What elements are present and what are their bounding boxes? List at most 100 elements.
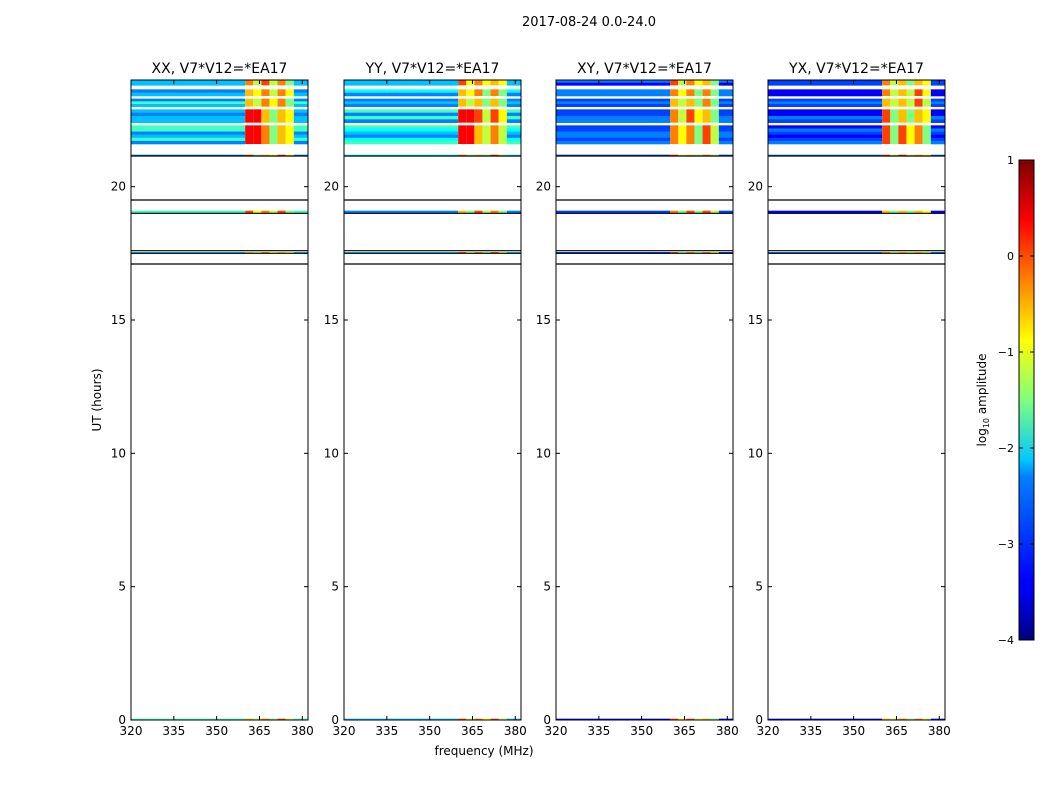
heatmap-cell <box>768 134 883 139</box>
heatmap-cell <box>458 98 467 107</box>
heatmap-cell <box>293 80 308 83</box>
heatmap-cell <box>269 109 278 123</box>
heatmap-cell <box>556 98 671 102</box>
heatmap-cell <box>285 89 294 96</box>
figure-title: 2017-08-24 0.0-24.0 <box>522 15 656 30</box>
data-strip <box>556 80 733 86</box>
heatmap-cell <box>344 210 459 214</box>
heatmap-cell <box>898 109 907 123</box>
y-tick-label: 15 <box>324 313 339 327</box>
heatmap-cell <box>556 119 671 123</box>
data-strip <box>131 210 308 214</box>
heatmap-cell <box>344 101 459 105</box>
heatmap-cell <box>293 92 308 97</box>
y-tick-label: 10 <box>324 446 339 460</box>
heatmap-cell <box>261 80 270 86</box>
heatmap-cell <box>882 80 891 86</box>
data-strip <box>131 109 308 123</box>
heatmap-cell <box>344 89 459 93</box>
heatmap-cell <box>344 131 459 135</box>
heatmap-cell <box>261 109 270 123</box>
heatmap-cell <box>686 210 695 214</box>
x-tick-label: 365 <box>461 724 484 738</box>
heatmap-cell <box>285 98 294 107</box>
heatmap-cell <box>269 98 278 107</box>
heatmap-cell <box>261 125 270 144</box>
heatmap-cell <box>718 92 733 97</box>
heatmap-cell <box>458 89 467 96</box>
heatmap-cell <box>458 210 467 214</box>
heatmap-cell <box>898 89 907 96</box>
heatmap-cell <box>678 98 687 107</box>
heatmap-cell <box>768 112 883 117</box>
heatmap-cell <box>890 125 899 144</box>
heatmap-cell <box>922 718 931 721</box>
heatmap-cell <box>768 92 883 97</box>
heatmap-cell <box>131 140 246 145</box>
heatmap-cell <box>718 104 733 107</box>
heatmap-cell <box>506 89 521 93</box>
x-tick-label: 350 <box>630 724 653 738</box>
heatmap-cell <box>718 140 733 145</box>
heatmap-cell <box>498 210 507 214</box>
heatmap-cell <box>261 718 270 721</box>
heatmap-cell <box>474 718 483 721</box>
heatmap-cell <box>498 718 507 721</box>
heatmap-cell <box>556 131 671 135</box>
heatmap-cell <box>344 137 459 142</box>
heatmap-cell <box>882 98 891 107</box>
data-strip <box>768 98 945 107</box>
x-tick-label: 335 <box>799 724 822 738</box>
heatmap-cell <box>710 718 719 721</box>
heatmap-cell <box>906 125 915 144</box>
heatmap-cell <box>718 128 733 132</box>
heatmap-cell <box>678 89 687 96</box>
heatmap-cell <box>344 128 459 132</box>
heatmap-cell <box>458 109 467 123</box>
heatmap-cell <box>506 119 521 123</box>
heatmap-cell <box>710 210 719 214</box>
heatmap-cell <box>131 210 246 214</box>
y-tick-label: 15 <box>748 313 763 327</box>
heatmap-cell <box>922 89 931 96</box>
heatmap-cell <box>694 98 703 107</box>
heatmap-cell <box>131 119 246 123</box>
heatmap-cell <box>131 104 246 107</box>
heatmap-cell <box>694 109 703 123</box>
heatmap-cell <box>686 80 695 86</box>
heatmap-cell <box>710 98 719 107</box>
heatmap-cell <box>906 718 915 721</box>
heatmap-cell <box>922 125 931 144</box>
heatmap-cell <box>718 101 733 105</box>
heatmap-cell <box>686 98 695 107</box>
heatmap-cell <box>914 210 923 214</box>
data-strip <box>556 98 733 107</box>
heatmap-cell <box>556 134 671 139</box>
heatmap-cell <box>556 210 671 214</box>
heatmap-cell <box>702 80 711 86</box>
heatmap-cell <box>506 98 521 102</box>
heatmap-cell <box>482 125 491 144</box>
heatmap-cell <box>293 101 308 105</box>
heatmap-cell <box>768 104 883 107</box>
heatmap-cell <box>768 80 883 83</box>
heatmap-cell <box>556 112 671 117</box>
heatmap-cell <box>930 131 945 135</box>
heatmap-cell <box>718 80 733 83</box>
heatmap-cell <box>882 125 891 144</box>
heatmap-cell <box>702 98 711 107</box>
x-tick-label: 335 <box>587 724 610 738</box>
y-tick-label: 20 <box>748 180 763 194</box>
data-strip <box>556 210 733 214</box>
heatmap-cell <box>293 98 308 102</box>
heatmap-cell <box>768 98 883 102</box>
heatmap-cell <box>678 210 687 214</box>
heatmap-cell <box>261 210 270 214</box>
data-strip <box>344 109 521 123</box>
heatmap-cell <box>131 101 246 105</box>
data-strip <box>344 125 521 145</box>
x-tick-label: 320 <box>333 724 356 738</box>
heatmap-cell <box>285 718 294 721</box>
heatmap-cell <box>482 98 491 107</box>
heatmap-cell <box>702 109 711 123</box>
